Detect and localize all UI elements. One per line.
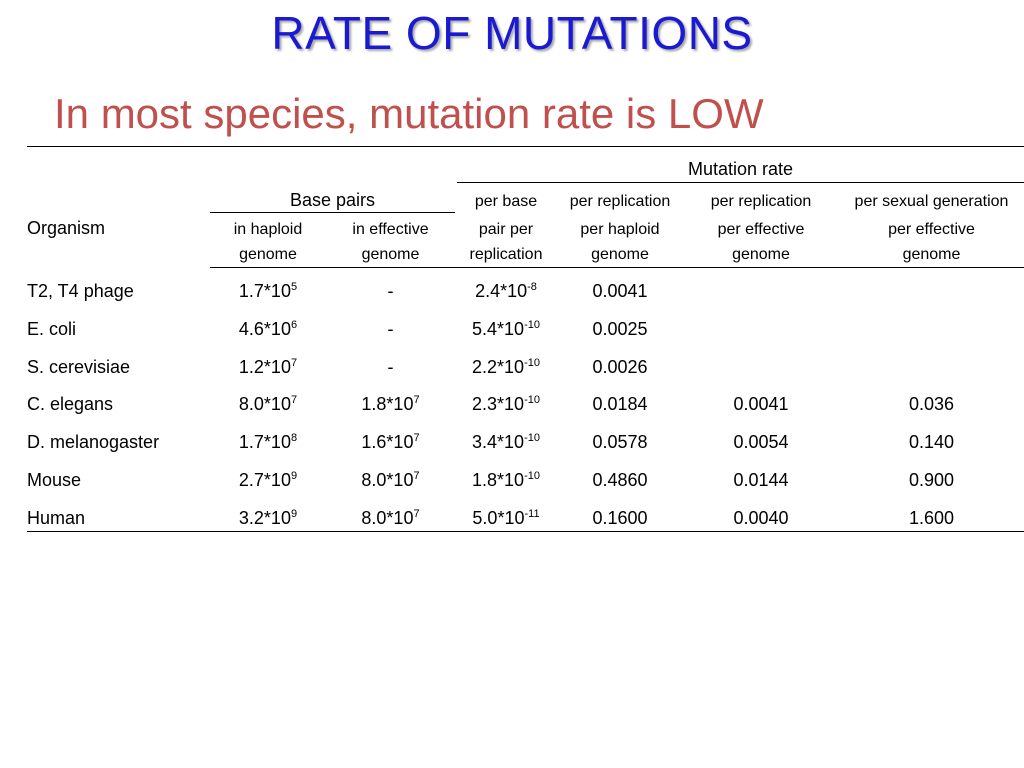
- cell-per-effective: 0.0041: [733, 394, 789, 414]
- cell-effective: -: [387, 281, 394, 301]
- cell-per-sexual: 0.900: [908, 470, 955, 490]
- cell-haploid: 8.0*107: [238, 394, 298, 414]
- cell-haploid: 1.7*108: [238, 432, 298, 452]
- cell-organism: Mouse: [27, 470, 82, 490]
- col-per-effective-line0: per replication: [710, 193, 812, 210]
- cell-effective: 1.6*107: [361, 432, 420, 452]
- cell-per-sexual: 0.140: [908, 432, 955, 452]
- cell-per-haploid: 0.0041: [592, 281, 648, 301]
- col-per-sexual-line2: genome: [902, 246, 961, 263]
- cell-organism: D. melanogaster: [27, 432, 160, 452]
- col-per-effective-line2: genome: [732, 246, 790, 263]
- cell-per-effective: 0.0144: [733, 470, 789, 490]
- col-per-effective-line1: per effective: [717, 221, 805, 238]
- cell-haploid: 1.2*107: [238, 357, 298, 377]
- cell-per-haploid: 0.0026: [592, 357, 648, 377]
- cell-haploid: 4.6*106: [238, 319, 298, 339]
- col-per-sexual-line1: per effective: [888, 221, 975, 238]
- cell-per-bp: 2.4*10-8: [475, 281, 537, 301]
- col-per-haploid-line1: per haploid: [580, 221, 660, 238]
- cell-per-bp: 2.2*10-10: [472, 357, 540, 377]
- cell-per-sexual: 1.600: [908, 508, 955, 528]
- cell-per-effective: 0.0040: [733, 508, 789, 528]
- cell-organism: T2, T4 phage: [27, 281, 134, 301]
- cell-effective: 8.0*107: [361, 508, 420, 528]
- cell-per-haploid: 0.0025: [592, 319, 648, 339]
- cell-per-bp: 5.4*10-10: [472, 319, 540, 339]
- cell-effective: 1.8*107: [361, 394, 420, 414]
- cell-per-haploid: 0.1600: [592, 508, 648, 528]
- header-bottom-rule: [210, 267, 1024, 268]
- slide-title: RATE OF MUTATIONS: [271, 7, 753, 59]
- col-effective-line2: genome: [361, 246, 420, 263]
- cell-per-effective: 0.0054: [733, 432, 789, 452]
- cell-per-bp: 3.4*10-10: [472, 432, 540, 452]
- col-effective-line1: in effective: [352, 221, 429, 238]
- cell-organism: E. coli: [27, 319, 77, 339]
- col-per-bp-line1: pair per: [478, 221, 534, 238]
- cell-per-sexual: 0.036: [908, 394, 955, 414]
- cell-organism: C. elegans: [27, 394, 114, 414]
- col-per-bp-line0: per base: [474, 193, 538, 210]
- cell-per-bp: 2.3*10-10: [472, 394, 540, 414]
- cell-effective: -: [387, 319, 394, 339]
- mutation-rate-underline: [457, 182, 1024, 183]
- cell-haploid: 2.7*109: [238, 470, 298, 490]
- col-per-bp-line2: replication: [469, 246, 543, 263]
- cell-per-haploid: 0.0578: [592, 432, 648, 452]
- cell-organism: S. cerevisiae: [27, 357, 131, 377]
- col-haploid-line2: genome: [239, 246, 297, 263]
- col-per-haploid-line0: per replication: [569, 193, 671, 210]
- base-pairs-underline: [210, 212, 455, 213]
- cell-haploid: 1.7*105: [238, 281, 298, 301]
- col-per-sexual-line0: per sexual generation: [854, 193, 1009, 210]
- organism-header: Organism: [27, 218, 106, 238]
- slide-subtitle: In most species, mutation rate is LOW: [54, 90, 764, 137]
- cell-per-bp: 1.8*10-10: [472, 470, 540, 490]
- cell-per-haploid: 0.0184: [592, 394, 648, 414]
- cell-per-haploid: 0.4860: [592, 470, 648, 490]
- table-bottom-rule: [27, 531, 1024, 532]
- cell-effective: 8.0*107: [361, 470, 420, 490]
- mutation-rate-header: Mutation rate: [687, 159, 794, 179]
- cell-haploid: 3.2*109: [238, 508, 298, 528]
- col-haploid-line1: in haploid: [233, 221, 303, 238]
- cell-per-bp: 5.0*10-11: [472, 508, 540, 528]
- col-per-haploid-line2: genome: [591, 246, 649, 263]
- cell-organism: Human: [27, 508, 86, 528]
- cell-effective: -: [387, 357, 394, 377]
- base-pairs-header: Base pairs: [289, 190, 376, 210]
- table-top-rule: [27, 146, 1024, 147]
